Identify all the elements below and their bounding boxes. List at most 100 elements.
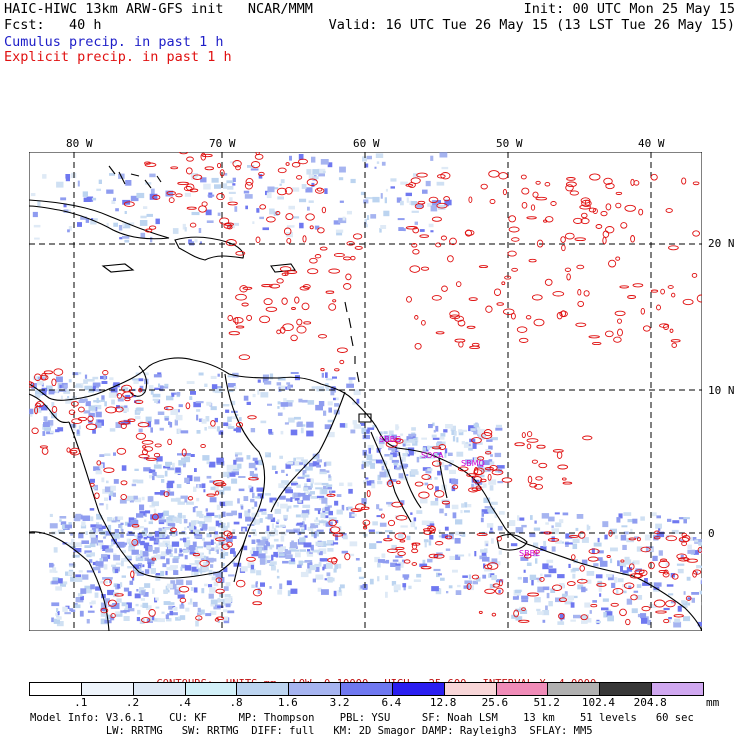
explicit-precip-contour [228, 331, 240, 336]
cumulus-precip-cell [367, 461, 372, 464]
cumulus-precip-cell [61, 524, 68, 530]
colorbar-swatch [652, 683, 703, 695]
cumulus-precip-cell [581, 614, 589, 620]
cumulus-precip-cell [328, 517, 337, 522]
cumulus-precip-cell [229, 535, 237, 539]
cumulus-precip-cell [267, 514, 273, 520]
cumulus-precip-cell [105, 614, 113, 620]
explicit-precip-contour [521, 607, 526, 612]
explicit-precip-contour [596, 582, 607, 587]
cumulus-precip-cell [86, 196, 94, 202]
cumulus-precip-cell [91, 197, 97, 201]
cumulus-precip-cell [92, 429, 96, 434]
cumulus-precip-cell [464, 502, 468, 508]
explicit-precip-contour [543, 219, 548, 223]
cumulus-precip-cell [640, 516, 645, 521]
explicit-precip-contour [200, 443, 206, 449]
cumulus-precip-cell [119, 582, 123, 588]
cumulus-precip-cell [80, 595, 84, 601]
lon-label-70w: 70 W [209, 137, 236, 150]
cumulus-precip-cell [683, 517, 690, 520]
explicit-precip-contour [544, 216, 554, 223]
cumulus-precip-cell [581, 537, 589, 543]
cumulus-precip-cell [350, 178, 356, 184]
cumulus-precip-cell [107, 517, 113, 522]
cumulus-precip-cell [597, 550, 604, 554]
cumulus-precip-cell [441, 166, 449, 170]
cumulus-precip-cell [214, 417, 218, 423]
cumulus-precip-cell [150, 236, 153, 243]
explicit-precip-contour [281, 272, 289, 276]
cumulus-precip-cell [101, 554, 108, 559]
cumulus-precip-cell [63, 389, 71, 394]
cumulus-precip-cell [310, 496, 319, 499]
colorbar-swatch [185, 683, 238, 695]
cumulus-precip-cell [534, 597, 541, 603]
cumulus-precip-cell [280, 179, 285, 184]
cumulus-precip-cell [628, 585, 632, 590]
explicit-precip-contour [455, 281, 462, 287]
cumulus-precip-cell [429, 535, 434, 540]
explicit-precip-contour [419, 234, 430, 238]
cumulus-precip-cell [111, 564, 117, 567]
cumulus-precip-cell [155, 577, 161, 581]
cumulus-precip-cell [80, 216, 87, 220]
cumulus-precip-cell [292, 529, 298, 533]
cumulus-precip-cell [229, 197, 233, 202]
cumulus-precip-cell [321, 470, 330, 473]
explicit-precip-contour [134, 399, 144, 404]
cumulus-precip-cell [641, 617, 648, 624]
explicit-precip-contour [636, 537, 641, 542]
cumulus-precip-cell [391, 581, 397, 586]
cumulus-precip-cell [197, 607, 201, 612]
cumulus-precip-cell [283, 514, 288, 520]
cumulus-precip-cell [120, 522, 124, 525]
explicit-precip-contour [433, 553, 445, 559]
cumulus-precip-cell [658, 550, 663, 556]
cumulus-precip-cell [372, 425, 377, 428]
cumulus-precip-cell [295, 552, 301, 558]
cumulus-precip-cell [150, 427, 153, 433]
explicit-precip-contour [386, 548, 398, 553]
cumulus-precip-cell [577, 584, 584, 590]
cumulus-precip-cell [289, 547, 297, 551]
cumulus-precip-cell [496, 465, 505, 469]
explicit-precip-contour [137, 422, 150, 428]
cumulus-precip-cell [257, 540, 266, 546]
cumulus-precip-cell [172, 558, 179, 563]
cumulus-precip-cell [318, 551, 323, 556]
cumulus-precip-cell [610, 558, 613, 564]
cumulus-precip-cell [250, 564, 254, 570]
explicit-precip-contour [582, 435, 593, 441]
explicit-precip-contour [520, 174, 527, 180]
cumulus-precip-cell [333, 542, 339, 545]
cumulus-precip-cell [485, 543, 489, 547]
cumulus-precip-cell [333, 568, 337, 573]
cumulus-precip-cell [201, 483, 206, 489]
cumulus-precip-cell [186, 381, 195, 384]
explicit-precip-contour [411, 542, 421, 546]
explicit-precip-contour [565, 181, 577, 188]
explicit-precip-contour [562, 481, 573, 485]
cumulus-precip-cell [271, 565, 276, 571]
cumulus-precip-cell [306, 421, 314, 428]
cumulus-precip-cell [51, 602, 60, 607]
cumulus-precip-cell [658, 528, 661, 531]
cumulus-precip-cell [254, 467, 258, 471]
cumulus-precip-cell [290, 588, 298, 594]
cumulus-precip-cell [117, 516, 124, 520]
cumulus-precip-cell [410, 512, 413, 515]
cumulus-precip-cell [141, 496, 145, 501]
cumulus-precip-cell [90, 516, 94, 522]
cumulus-precip-cell [167, 489, 171, 492]
explicit-precip-contour [141, 449, 149, 455]
explicit-precip-contour [529, 482, 538, 488]
cumulus-precip-cell [551, 546, 556, 552]
cumulus-precip-cell [644, 534, 652, 541]
explicit-precip-contour [547, 538, 560, 542]
cumulus-precip-cell [428, 223, 434, 228]
cumulus-precip-cell [545, 522, 549, 525]
explicit-precip-contour [526, 443, 532, 450]
explicit-precip-contour [588, 335, 600, 339]
cumulus-precip-cell [211, 177, 219, 183]
